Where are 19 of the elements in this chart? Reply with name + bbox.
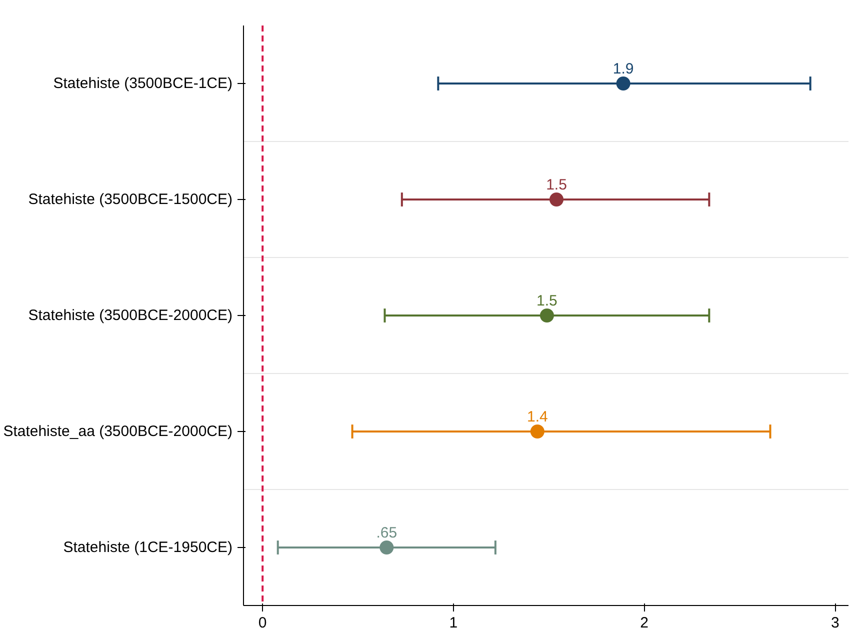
y-tick-label: Statehiste_aa (3500BCE-2000CE) bbox=[3, 423, 233, 440]
point bbox=[616, 76, 630, 90]
data-label: .65 bbox=[376, 524, 398, 542]
point bbox=[540, 308, 554, 322]
y-tick-label: Statehiste (1CE-1950CE) bbox=[63, 539, 233, 556]
data-label: 1.5 bbox=[546, 176, 567, 194]
data-label: 1.4 bbox=[526, 408, 548, 426]
data-label: 1.9 bbox=[612, 60, 634, 78]
y-tick-label: Statehiste (3500BCE-1CE) bbox=[53, 75, 233, 92]
data-label: 1.5 bbox=[536, 292, 558, 310]
x-tick-label: 0 bbox=[258, 614, 267, 632]
point bbox=[549, 192, 564, 206]
point bbox=[380, 540, 394, 554]
x-tick-label: 2 bbox=[640, 614, 648, 632]
x-tick-label: 3 bbox=[830, 614, 840, 632]
y-tick-label: Statehiste (3500BCE-1500CE) bbox=[28, 191, 233, 208]
point bbox=[530, 424, 544, 438]
x-tick-label: 1 bbox=[449, 614, 458, 632]
y-tick-label: Statehiste (3500BCE-2000CE) bbox=[28, 307, 233, 324]
